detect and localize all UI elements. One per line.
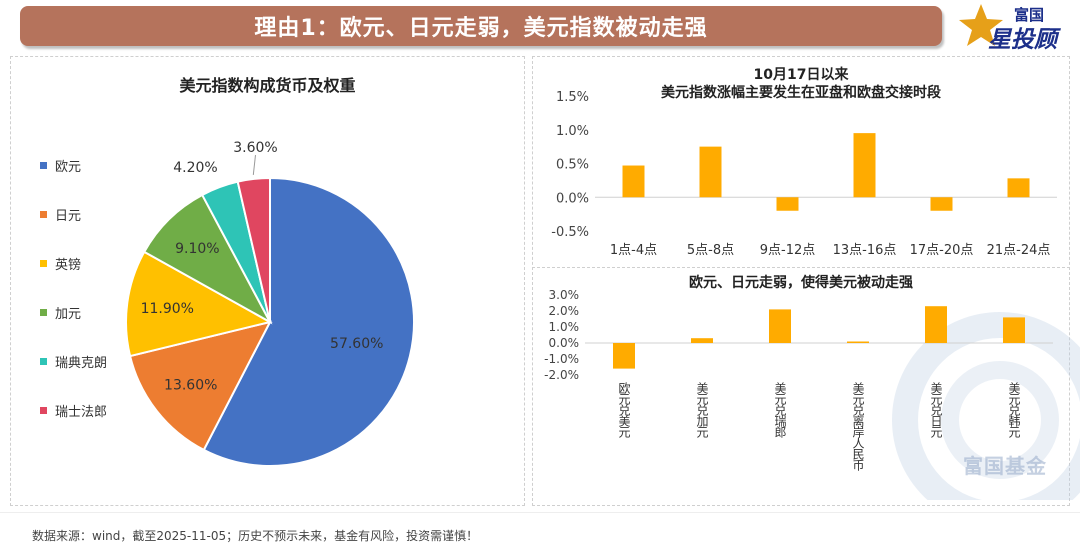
legend-label: 加元 bbox=[55, 307, 82, 322]
bar2-xtick-5: 美元兑日元 bbox=[929, 382, 943, 439]
logo-line2: 星投顾 bbox=[988, 27, 1057, 53]
bar2-ytick-4: 1.0% bbox=[549, 320, 580, 334]
footer-note: 数据来源：wind，截至2025-11-05；历史不预示未来，基金有风险，投资需… bbox=[32, 529, 479, 543]
currency-pair-bar-chart: 欧元、日元走弱，使得美元被动走强 -2.0% -1.0% 0.0% 1.0% 2.0% 3.… bbox=[544, 274, 1053, 471]
bar2-bar-6 bbox=[1003, 317, 1025, 343]
bar2-ytick-2: -1.0% bbox=[544, 352, 579, 366]
legend-item-1: 欧元 bbox=[40, 156, 81, 175]
legend-swatch bbox=[40, 260, 47, 267]
bar2-ytick-1: -2.0% bbox=[544, 368, 579, 382]
pie-value-label-4: 9.10% bbox=[175, 241, 219, 257]
pie-slice-4 bbox=[142, 193, 273, 325]
bar1-bar-1 bbox=[622, 165, 645, 198]
legend-swatch bbox=[40, 211, 47, 218]
legend-swatch bbox=[40, 407, 47, 414]
pie-slice-6 bbox=[236, 176, 271, 323]
pie-leader-line bbox=[252, 154, 256, 176]
legend-item-3: 英镑 bbox=[40, 254, 81, 273]
bar2-bar-3 bbox=[769, 309, 791, 343]
bar2-bar-1 bbox=[613, 343, 635, 369]
brand-logo: 富国 星投顾 bbox=[958, 2, 1070, 53]
legend-item-6: 瑞士法郎 bbox=[40, 401, 107, 420]
bar2-xtick-1: 欧元兑美元 bbox=[617, 382, 631, 439]
bar1-ytick-2: 0.0% bbox=[556, 191, 589, 206]
bar1-xtick-6: 21点-24点 bbox=[987, 243, 1051, 258]
bar1-xtick-5: 17点-20点 bbox=[910, 243, 974, 258]
legend-label: 瑞典克朗 bbox=[55, 356, 108, 371]
bar1-bar-5 bbox=[930, 197, 953, 211]
legend-label: 日元 bbox=[55, 209, 82, 224]
legend-swatch bbox=[40, 162, 47, 169]
bar2-xtick-6: 美元兑韩元 bbox=[1007, 382, 1021, 439]
star-icon bbox=[959, 4, 1003, 46]
bar2-title: 欧元、日元走弱，使得美元被动走强 bbox=[689, 274, 913, 291]
bar1-ytick-5: 1.5% bbox=[556, 90, 589, 105]
bar1-ytick-4: 1.0% bbox=[556, 124, 589, 139]
bar1-ytick-3: 0.5% bbox=[556, 158, 589, 173]
panel-divider bbox=[532, 267, 1070, 268]
legend-swatch bbox=[40, 358, 47, 365]
pie-value-label-2: 13.60% bbox=[164, 377, 217, 393]
legend-item-4: 加元 bbox=[40, 303, 81, 322]
bar2-xtick-4: 美元兑离岸人民币 bbox=[851, 382, 865, 471]
bar2-ytick-6: 3.0% bbox=[549, 288, 580, 302]
bar1-xtick-3: 9点-12点 bbox=[760, 243, 816, 258]
legend-item-2: 日元 bbox=[40, 205, 81, 224]
bar2-bar-2 bbox=[691, 338, 713, 343]
footer: 数据来源：wind，截至2025-11-05；历史不预示未来，基金有风险，投资需… bbox=[0, 512, 1080, 560]
legend-item-5: 瑞典克朗 bbox=[40, 352, 107, 371]
pie-slice-1 bbox=[202, 176, 415, 467]
logo-line1: 富国 bbox=[1014, 6, 1045, 24]
bar1-bar-2 bbox=[699, 146, 722, 198]
watermark-text: 富国基金 bbox=[963, 454, 1047, 478]
pie-chart: 57.60% 13.60% 11.90% 9.10% 4.20% 3.60% bbox=[125, 140, 415, 467]
title-banner: 理由1：欧元、日元走弱，美元指数被动走强 bbox=[20, 6, 942, 46]
bar2-xtick-2: 美元兑加元 bbox=[695, 382, 709, 439]
bar1-title-line-2: 美元指数涨幅主要发生在亚盘和欧盘交接时段 bbox=[661, 84, 941, 101]
bar1-title-line-1: 10月17日以来 bbox=[754, 67, 850, 83]
legend-label: 瑞士法郎 bbox=[55, 405, 108, 420]
bar2-bar-4 bbox=[847, 341, 869, 343]
bar2-xtick-3: 美元兑瑞郎 bbox=[773, 382, 787, 438]
pie-value-label-3: 11.90% bbox=[141, 301, 194, 317]
legend-swatch bbox=[40, 309, 47, 316]
bar2-ytick-5: 2.0% bbox=[549, 304, 580, 318]
bar2-bar-5 bbox=[925, 306, 947, 343]
pie-value-label-1: 57.60% bbox=[330, 336, 383, 352]
pie-chart-title: 美元指数构成货币及权重 bbox=[179, 76, 356, 95]
bar1-xtick-1: 1点-4点 bbox=[610, 243, 657, 258]
bar1-bar-3 bbox=[776, 197, 799, 211]
pie-value-label-5: 4.20% bbox=[173, 160, 217, 176]
bar1-bar-6 bbox=[1007, 178, 1030, 198]
bar-panel bbox=[532, 56, 1070, 506]
bar1-ytick-1: -0.5% bbox=[551, 225, 589, 240]
page-title: 理由1：欧元、日元走弱，美元指数被动走强 bbox=[254, 16, 708, 41]
bar2-ytick-3: 0.0% bbox=[549, 336, 580, 350]
legend-label: 英镑 bbox=[55, 258, 82, 273]
bar1-xtick-2: 5点-8点 bbox=[687, 243, 734, 258]
bar1-bar-4 bbox=[853, 133, 876, 198]
bar1-xtick-4: 13点-16点 bbox=[833, 243, 897, 258]
legend-label: 欧元 bbox=[55, 160, 82, 175]
pie-value-label-6: 3.60% bbox=[233, 140, 277, 156]
watermark-logo-icon bbox=[892, 312, 1080, 500]
pie-slice-3 bbox=[125, 250, 273, 358]
pie-slice-2 bbox=[128, 320, 272, 452]
